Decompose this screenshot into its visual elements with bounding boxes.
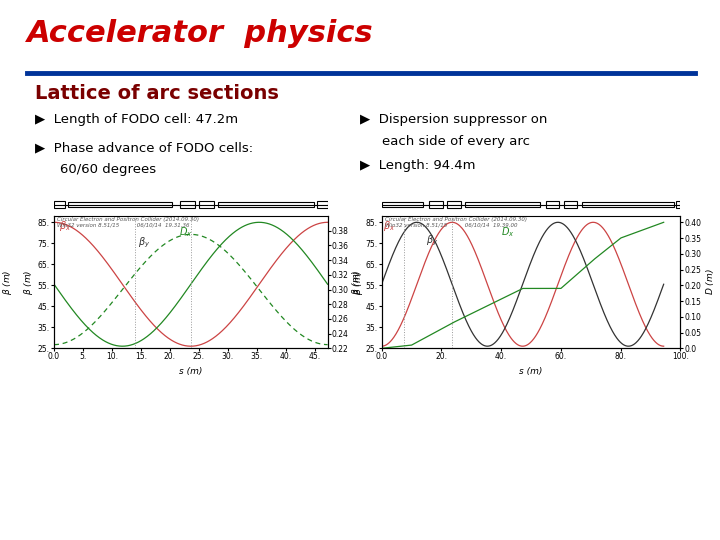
Text: Circular Electron and Positron Collider (2014.09.30)
Win32 version 8.51/15      : Circular Electron and Positron Collider … [384,217,526,227]
Bar [676,201,680,208]
Bar [218,202,314,207]
Y-axis label: $\beta$ (m): $\beta$ (m) [351,269,364,295]
Bar [180,201,195,208]
Text: ▶  Length: 94.4m: ▶ Length: 94.4m [360,159,475,172]
Bar [465,202,540,207]
Text: ▶  Phase advance of FODO cells:: ▶ Phase advance of FODO cells: [35,141,253,154]
Bar [317,201,328,208]
Text: ▶  Length of FODO cell: 47.2m: ▶ Length of FODO cell: 47.2m [35,113,238,126]
Bar [582,202,675,207]
Text: 60/60 degrees: 60/60 degrees [60,163,157,176]
Text: Lattice of arc sections: Lattice of arc sections [35,84,279,103]
Bar [54,201,65,208]
Bar [546,201,559,208]
Y-axis label: $\beta$ (m): $\beta$ (m) [22,269,35,295]
Bar [68,202,171,207]
Bar [447,201,461,208]
Y-axis label: $D$ (m): $D$ (m) [704,269,716,295]
Text: $\beta_x$: $\beta_x$ [383,219,395,233]
Text: each side of every arc: each side of every arc [382,135,530,148]
Text: $\beta_y$: $\beta_y$ [426,234,438,248]
Text: $D_x$: $D_x$ [179,225,192,239]
Bar [429,201,443,208]
Text: ▶  Dispersion suppressor on: ▶ Dispersion suppressor on [360,113,547,126]
Text: $\beta_x$: $\beta_x$ [58,219,71,233]
Text: $\beta$ (m): $\beta$ (m) [1,269,14,295]
Bar [564,201,577,208]
Bar [199,201,214,208]
Bar [382,202,423,207]
Text: Circular Electron and Positron Collider (2014.09.30)
Win32 version 8.51/15      : Circular Electron and Positron Collider … [57,217,199,227]
Y-axis label: $\beta$ (m): $\beta$ (m) [349,269,363,295]
X-axis label: s (m): s (m) [179,367,202,376]
Text: Accelerator  physics: Accelerator physics [27,19,374,48]
Text: $\beta_y$: $\beta_y$ [138,236,150,250]
X-axis label: s (m): s (m) [519,367,543,376]
Text: $D_x$: $D_x$ [501,225,515,239]
